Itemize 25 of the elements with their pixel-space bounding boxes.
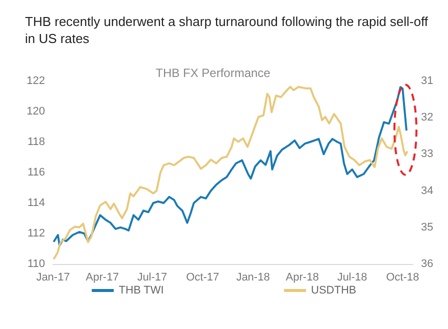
legend-label: THB TWI xyxy=(118,284,164,296)
y-tick-label: 118 xyxy=(27,136,45,148)
x-tick-label: Jan-18 xyxy=(236,272,270,284)
y-tick-label: 110 xyxy=(27,258,45,270)
y-tick-label: 120 xyxy=(26,106,45,118)
y-tick-label: 112 xyxy=(27,228,45,240)
x-tick-label: Jul-17 xyxy=(137,272,168,284)
y2-tick-label: 32 xyxy=(421,112,434,124)
y2-tick-label: 33 xyxy=(421,148,434,160)
y2-tick-label: 31 xyxy=(421,75,434,87)
x-tick-label: Oct-18 xyxy=(386,272,420,284)
chart-subtitle: THB FX Performance xyxy=(156,66,271,80)
x-tick-label: Oct-17 xyxy=(186,272,220,284)
x-tick-label: Jan-17 xyxy=(36,272,70,284)
x-tick-label: Apr-18 xyxy=(286,272,319,284)
y2-tick-label: 35 xyxy=(421,221,434,234)
legend-label: USDTHB xyxy=(310,284,356,296)
y-tick-label: 114 xyxy=(27,197,45,209)
x-tick-label: Jul-18 xyxy=(337,272,368,284)
x-tick-label: Apr-17 xyxy=(86,272,119,284)
y2-tick-label: 34 xyxy=(421,184,434,197)
y-tick-label: 116 xyxy=(27,166,45,178)
y-tick-label: 122 xyxy=(26,75,45,87)
y2-tick-label: 36 xyxy=(421,258,434,270)
chart-title: THB recently underwent a sharp turnaround following the rapid sell-off in US rates xyxy=(25,14,432,46)
